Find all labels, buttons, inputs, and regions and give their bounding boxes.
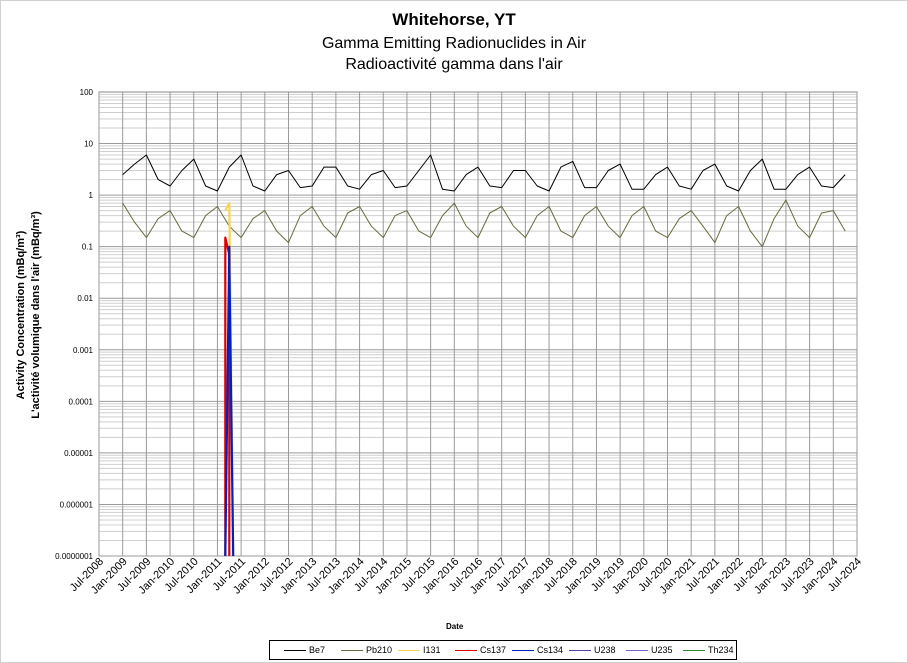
legend-swatch: [398, 649, 420, 651]
y-tick-label: 0.000001: [60, 500, 94, 509]
y-tick-label: 0.00001: [64, 449, 93, 458]
legend-item-be7: Be7: [284, 645, 325, 655]
legend-item-th234: Th234: [683, 645, 734, 655]
legend-label: Cs137: [480, 645, 507, 655]
y-tick-label: 0.0001: [69, 397, 94, 406]
legend-label: U238: [594, 645, 616, 655]
y-tick-label: 100: [80, 88, 94, 97]
legend-item-u238: U238: [569, 645, 616, 655]
series-line-be7: [122, 154, 846, 192]
legend-item-u235: U235: [626, 645, 673, 655]
y-axis-label-en: Activity Concentration (mBq/m³): [15, 230, 27, 400]
legend: Be7 Pb210 I131 Cs137 Cs134 U238 U235 Th234: [269, 640, 737, 660]
legend-item-i131: I131: [398, 645, 441, 655]
y-tick-label: 1: [89, 191, 94, 200]
y-tick-label: 0.0000001: [55, 552, 93, 561]
y-tick-label: 0.001: [73, 346, 94, 355]
legend-label: U235: [651, 645, 673, 655]
legend-swatch: [569, 649, 591, 651]
legend-swatch: [683, 649, 705, 651]
legend-label: Th234: [708, 645, 734, 655]
legend-swatch: [455, 649, 477, 651]
legend-label: Cs134: [537, 645, 564, 655]
legend-item-cs137: Cs137: [455, 645, 506, 655]
chart-subtitle-en: Gamma Emitting Radionuclides in Air: [321, 35, 587, 52]
legend-swatch: [284, 649, 306, 651]
legend-swatch: [512, 649, 534, 651]
legend-label: I131: [423, 645, 441, 655]
y-axis-label-fr: L'activité volumique dans l'air (mBq/m³): [30, 211, 42, 419]
legend-item-cs134: Cs134: [512, 645, 563, 655]
series-line-cs137: [224, 236, 231, 556]
chart-title: Whitehorse, YT: [392, 10, 516, 29]
chart-subtitle-fr: Radioactivité gamma dans l'air: [345, 56, 563, 73]
legend-label: Pb210: [366, 645, 393, 655]
y-tick-label: 10: [84, 140, 93, 149]
y-tick-label: 0.01: [77, 294, 93, 303]
series-line-cs134: [224, 245, 235, 557]
legend-swatch: [626, 649, 648, 651]
legend-item-pb210: Pb210: [341, 645, 392, 655]
legend-swatch: [341, 649, 363, 651]
legend-label: Be7: [309, 645, 326, 655]
x-axis-label: Date: [446, 622, 464, 631]
series-line-pb210: [122, 199, 846, 248]
y-tick-label: 0.1: [82, 243, 94, 252]
